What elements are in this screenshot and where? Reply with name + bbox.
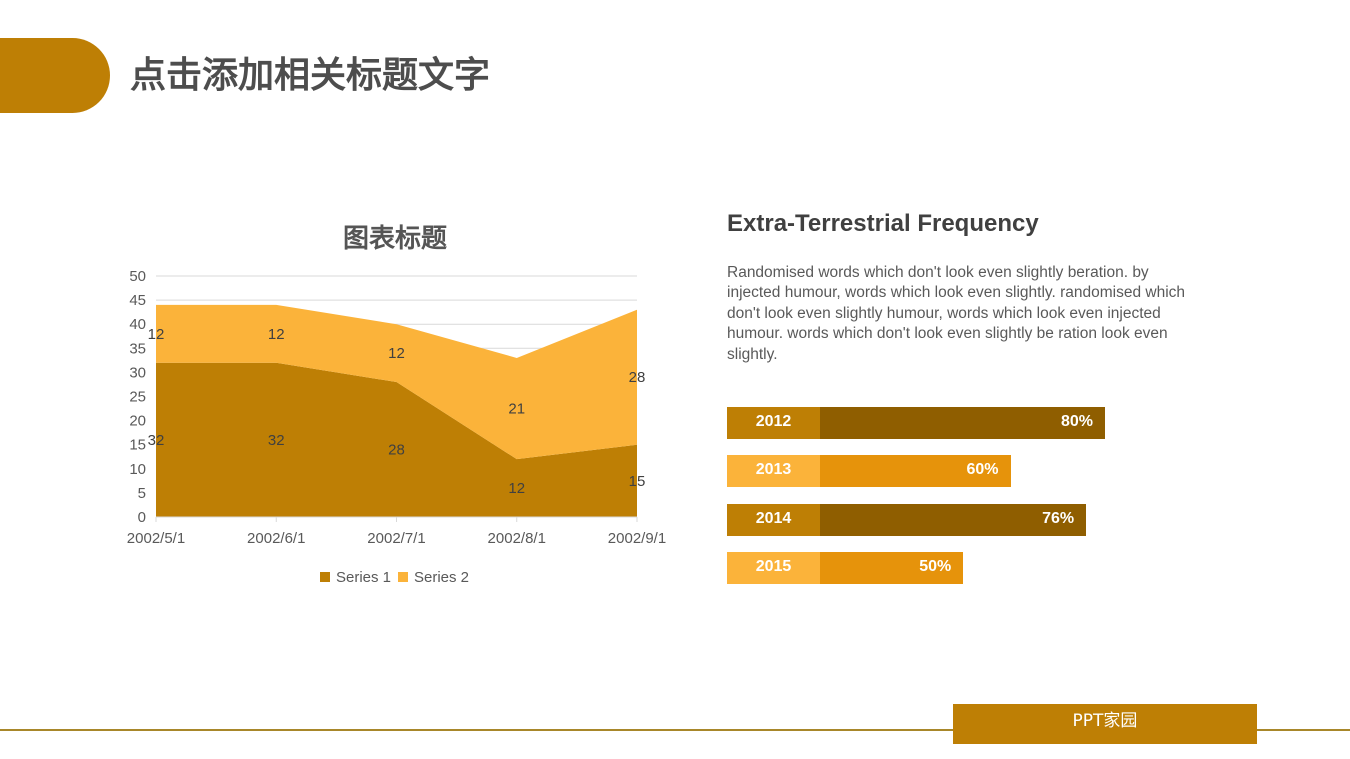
chart-areas — [156, 304, 637, 517]
y-tick-label: 15 — [129, 437, 146, 454]
chart-title: 图表标题 — [342, 224, 447, 254]
y-tick-label: 35 — [129, 340, 146, 357]
data-label: 21 — [508, 401, 525, 418]
y-tick-label: 10 — [129, 461, 146, 478]
legend-swatch — [398, 572, 408, 582]
y-tick-label: 25 — [129, 389, 146, 406]
bar-year-label: 2015 — [727, 552, 820, 584]
chart-legend: Series 1 Series 2 — [320, 569, 469, 586]
area-series-2 — [156, 304, 637, 460]
y-tick-label: 20 — [129, 413, 146, 430]
progress-bar-row: 2015 50% — [727, 552, 964, 584]
bar-value: 50% — [820, 552, 964, 584]
data-label: 15 — [629, 473, 646, 490]
bar-value: 76% — [820, 504, 1087, 536]
bar-year-label: 2014 — [727, 504, 820, 536]
x-tick-label: 2002/7/1 — [367, 530, 425, 547]
page-title: 点击添加相关标题文字 — [130, 55, 491, 96]
data-label: 28 — [388, 442, 405, 459]
progress-bar-row: 2012 80% — [727, 407, 1105, 439]
data-label: 12 — [508, 480, 525, 497]
y-tick-label: 50 — [129, 268, 146, 285]
y-tick-label: 0 — [138, 509, 146, 526]
data-label: 32 — [148, 432, 165, 449]
bar-value: 60% — [820, 455, 1011, 487]
progress-bar-row: 2013 60% — [727, 455, 1011, 487]
y-tick-label: 40 — [129, 316, 146, 333]
y-tick-label: 5 — [138, 485, 146, 502]
area-series-1 — [156, 362, 637, 517]
info-title: Extra-Terrestrial Frequency — [727, 210, 1039, 237]
y-tick-label: 45 — [129, 292, 146, 309]
bar-year-label: 2012 — [727, 407, 820, 439]
legend-label: Series 2 — [414, 569, 469, 586]
x-tick-label: 2002/8/1 — [488, 530, 546, 547]
legend-label: Series 1 — [336, 569, 391, 586]
info-body: Randomised words which don't look even s… — [727, 264, 1186, 363]
progress-bar-row: 2014 76% — [727, 504, 1087, 536]
data-label: 28 — [629, 369, 646, 386]
x-tick-label: 2002/6/1 — [247, 530, 305, 547]
footer-brand-label: PPT家园 — [953, 704, 1257, 744]
chart-data-labels: 32 32 28 12 15 12 12 12 21 28 — [148, 326, 646, 497]
data-label: 32 — [268, 432, 285, 449]
data-label: 12 — [148, 326, 165, 343]
data-label: 12 — [388, 345, 405, 362]
footer-divider — [0, 729, 1350, 731]
y-tick-label: 30 — [129, 364, 146, 381]
legend-swatch — [320, 572, 330, 582]
chart-axes: 0 5 10 15 20 25 30 35 40 45 50 2002/5/1 2002/6/1 2002… — [127, 268, 666, 547]
bar-year-label: 2013 — [727, 455, 820, 487]
header-accent-pill — [0, 38, 110, 113]
data-label: 12 — [268, 326, 285, 343]
stacked-area-chart: 0 5 10 15 20 25 30 35 40 45 50 2002/5/1 2002/6/1 2002… — [127, 268, 666, 586]
bar-value: 80% — [820, 407, 1105, 439]
x-tick-label: 2002/9/1 — [608, 530, 666, 547]
x-tick-label: 2002/5/1 — [127, 530, 185, 547]
